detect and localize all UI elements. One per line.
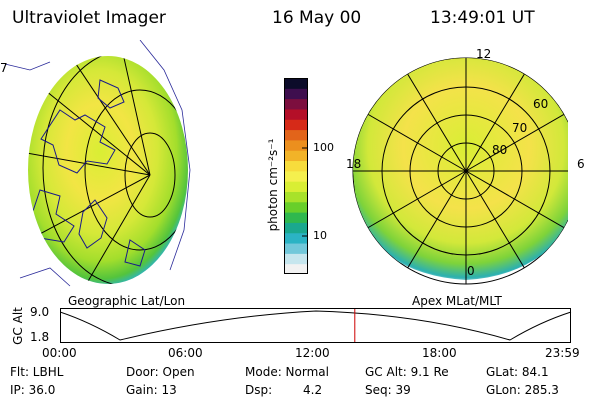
colorbar-segment — [284, 119, 308, 131]
filter-info: Flt: LBHL — [10, 365, 64, 379]
colorbar-segment — [284, 243, 308, 254]
colorbar-segment — [284, 150, 308, 162]
gc-alt-curve — [60, 310, 572, 341]
colorbar-tick-100: 100 — [313, 141, 334, 154]
dsp-info-label: Dsp: — [245, 383, 273, 397]
dsp-info-value: 4.2 — [303, 383, 323, 397]
mlt-label-12: 12 — [476, 47, 492, 61]
colorbar-segment — [284, 201, 308, 213]
colorbar-segment — [284, 170, 308, 182]
mlat-label-70: 70 — [512, 121, 528, 135]
instrument-title: Ultraviolet Imager — [12, 8, 166, 28]
mlt-label-6: 6 — [577, 157, 585, 171]
time-label: 13:49:01 UT — [430, 8, 535, 28]
gc-alt-ylabel: GC Alt — [11, 307, 25, 345]
glon-info: GLon: 285.3 — [486, 383, 559, 397]
gc-alt-info: GC Alt: 9.1 Re — [365, 365, 449, 379]
gc-alt-plot — [60, 308, 572, 343]
xtick-0600: 06:00 — [168, 346, 203, 360]
colorbar-segment — [284, 191, 308, 203]
geo-aurora-disk — [28, 56, 188, 284]
mlt-label-18: 18 — [346, 157, 362, 171]
xtick-1200: 12:00 — [295, 346, 330, 360]
gc-alt-ytick-1.8: 1.8 — [30, 330, 50, 344]
gain-info: Gain: 13 — [126, 383, 177, 397]
apex-polar-panel — [352, 57, 568, 285]
colorbar-tick-10: 10 — [313, 229, 327, 242]
colorbar-segment — [284, 78, 308, 89]
mode-info: Mode: Normal — [245, 365, 329, 379]
colorbar-segment — [284, 222, 308, 234]
colorbar-segment — [284, 129, 308, 141]
colorbar-segment — [284, 181, 308, 192]
colorbar-segment — [284, 232, 308, 244]
colorbar-segment — [284, 108, 308, 120]
colorbar-segment — [284, 139, 308, 151]
mlt-label-0: 0 — [467, 264, 475, 278]
xtick-2359: 23:59 — [545, 346, 580, 360]
apex-caption: Apex MLat/MLT — [412, 294, 502, 308]
xtick-0000: 00:00 — [42, 346, 77, 360]
geographic-caption: Geographic Lat/Lon — [68, 294, 186, 308]
xtick-1800: 18:00 — [422, 346, 457, 360]
colorbar-segment — [284, 263, 308, 274]
colorbar-segment — [284, 212, 308, 223]
date-label: 16 May 00 — [272, 8, 362, 28]
colorbar — [284, 78, 308, 274]
geo-edge-label: 7 — [0, 61, 8, 75]
colorbar-segment — [284, 98, 308, 110]
door-info: Door: Open — [126, 365, 195, 379]
colorbar-segment — [284, 253, 308, 265]
colorbar-segment — [284, 88, 308, 100]
colorbar-unit-label: photon cm⁻²s⁻¹ — [266, 138, 280, 232]
colorbar-segment — [284, 160, 308, 172]
mlat-label-60: 60 — [533, 97, 549, 111]
glat-info: GLat: 84.1 — [486, 365, 549, 379]
geographic-image-panel: 7 — [0, 40, 191, 287]
gc-alt-ytick-9: 9.0 — [30, 305, 50, 319]
mlat-label-80: 80 — [492, 143, 508, 157]
ip-info: IP: 36.0 — [10, 383, 56, 397]
seq-info: Seq: 39 — [365, 383, 411, 397]
